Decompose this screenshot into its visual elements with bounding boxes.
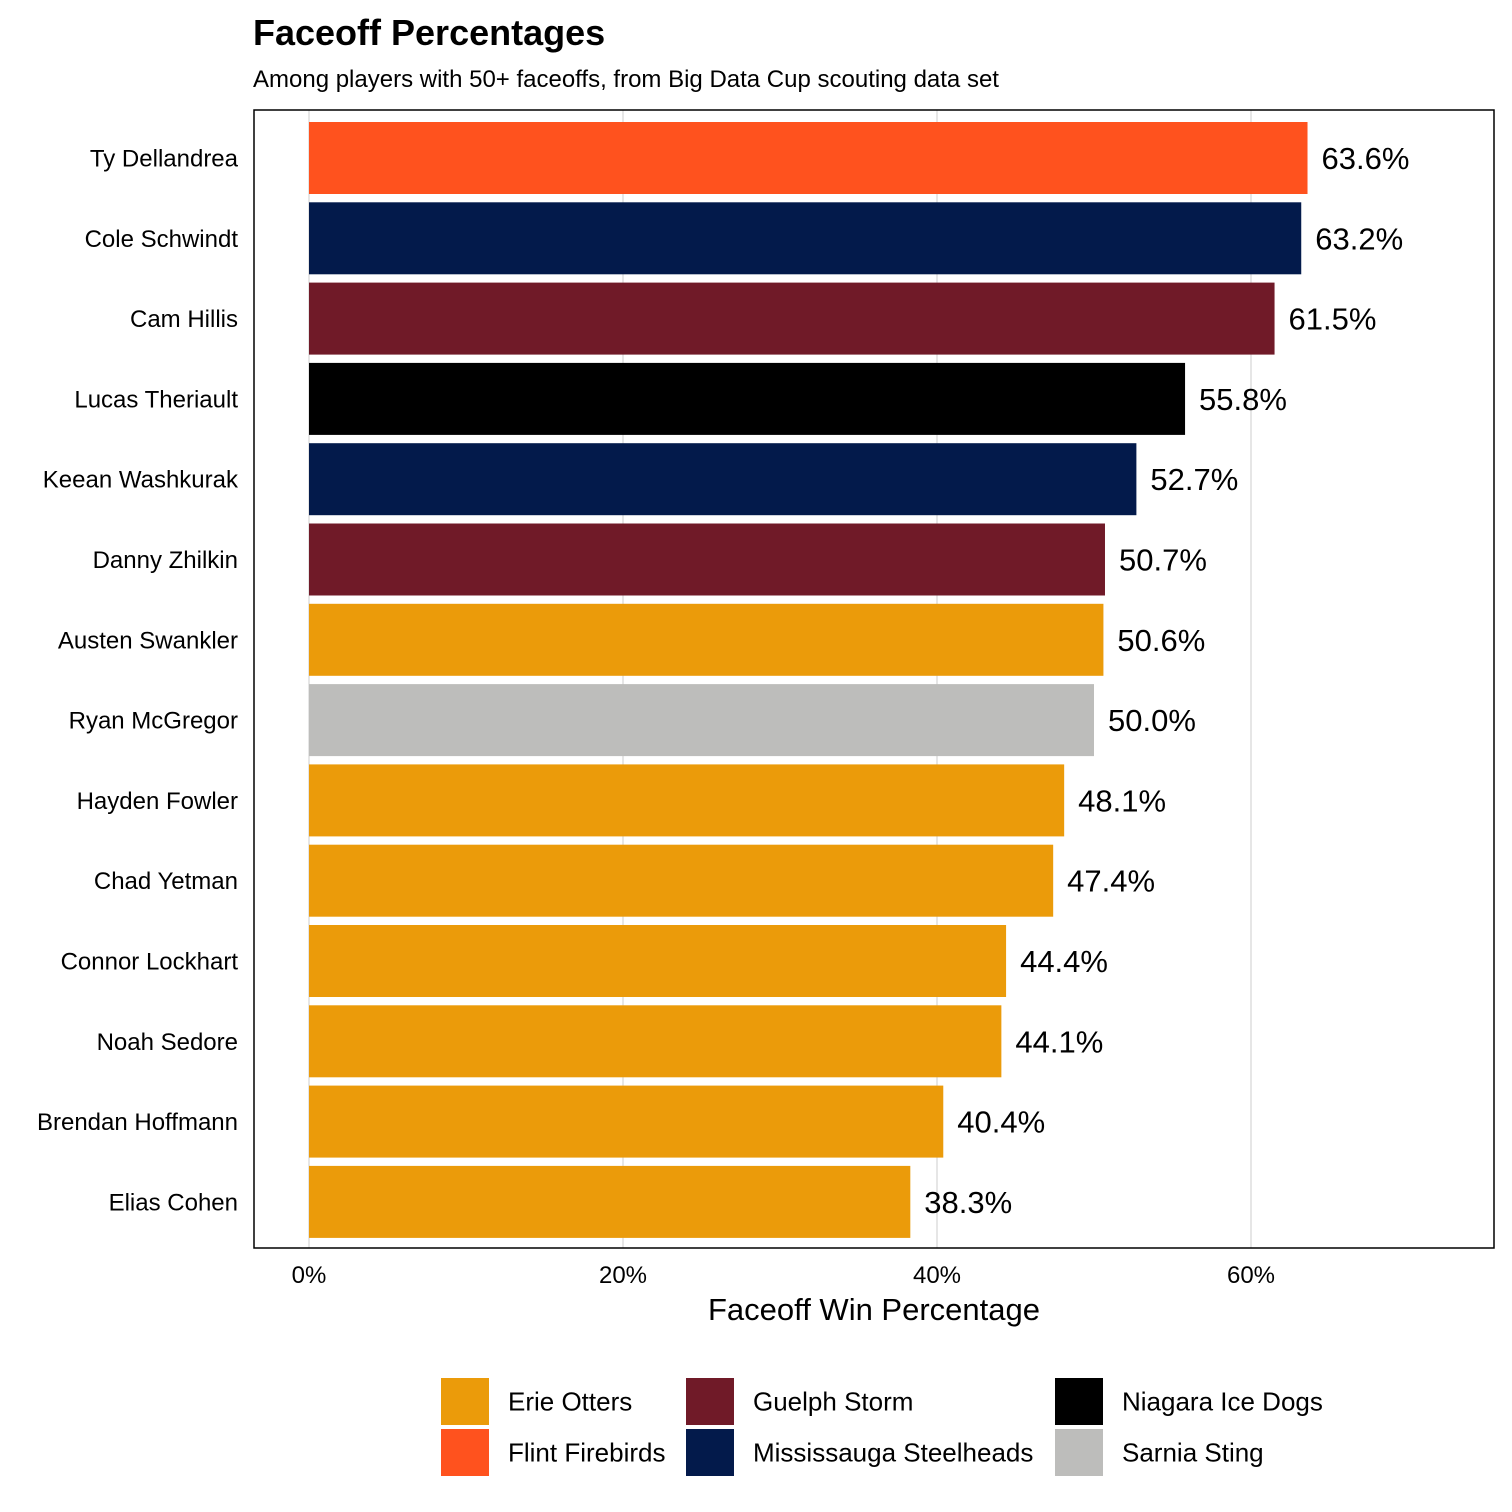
bar-danny-zhilkin: [309, 523, 1105, 596]
legend-swatch-guelph-storm: [686, 1378, 734, 1425]
legend-swatch-mississauga-steelheads: [686, 1429, 734, 1476]
category-label-austen-swankler: Austen Swankler: [58, 627, 238, 654]
bar-cole-schwindt: [309, 202, 1302, 275]
value-label-connor-lockhart: 44.4%: [1020, 944, 1108, 979]
bar-chad-yetman: [309, 844, 1054, 917]
value-label-ty-dellandrea: 63.6%: [1322, 141, 1410, 176]
chart-title: Faceoff Percentages: [253, 12, 606, 53]
x-tick-label-0: 0%: [292, 1262, 327, 1289]
bar-keean-washkurak: [309, 443, 1137, 516]
x-axis-title: Faceoff Win Percentage: [708, 1292, 1040, 1327]
category-label-hayden-fowler: Hayden Fowler: [77, 788, 238, 815]
legend: Erie Otters Flint Firebirds Guelph Storm Mi…: [441, 1378, 1323, 1476]
value-label-danny-zhilkin: 50.7%: [1119, 543, 1207, 578]
value-label-lucas-theriault: 55.8%: [1199, 382, 1287, 417]
category-label-chad-yetman: Chad Yetman: [94, 868, 238, 895]
bar-brendan-hoffmann: [309, 1085, 944, 1158]
category-label-ryan-mcgregor: Ryan McGregor: [69, 708, 238, 735]
x-tick-label-3: 60%: [1227, 1262, 1275, 1289]
bars: [309, 122, 1308, 1238]
category-label-brendan-hoffmann: Brendan Hoffmann: [37, 1109, 238, 1136]
category-label-danny-zhilkin: Danny Zhilkin: [93, 547, 238, 574]
x-tick-label-2: 40%: [913, 1262, 961, 1289]
plot-frame: [253, 109, 1495, 1249]
legend-label-erie-otters: Erie Otters: [508, 1387, 632, 1417]
legend-label-niagara-ice-dogs: Niagara Ice Dogs: [1122, 1387, 1323, 1417]
category-label-cole-schwindt: Cole Schwindt: [85, 226, 239, 253]
bar-austen-swankler: [309, 603, 1104, 676]
value-label-cole-schwindt: 63.2%: [1315, 221, 1403, 256]
value-label-ryan-mcgregor: 50.0%: [1108, 703, 1196, 738]
category-label-noah-sedore: Noah Sedore: [97, 1029, 238, 1056]
x-tick-label-1: 20%: [599, 1262, 647, 1289]
legend-swatch-flint-firebirds: [441, 1429, 489, 1476]
bar-ryan-mcgregor: [309, 684, 1094, 757]
category-label-keean-washkurak: Keean Washkurak: [43, 467, 239, 494]
x-axis-ticks: 0% 20% 40% 60%: [292, 1262, 1275, 1289]
legend-swatch-sarnia-sting: [1055, 1429, 1103, 1476]
value-label-noah-sedore: 44.1%: [1015, 1024, 1103, 1059]
category-label-cam-hillis: Cam Hillis: [130, 306, 238, 333]
category-label-lucas-theriault: Lucas Theriault: [74, 386, 238, 413]
chart-subtitle: Among players with 50+ faceoffs, from Bi…: [253, 66, 999, 93]
bar-cam-hillis: [309, 282, 1275, 355]
value-label-hayden-fowler: 48.1%: [1078, 783, 1166, 818]
category-label-connor-lockhart: Connor Lockhart: [61, 949, 239, 976]
value-label-chad-yetman: 47.4%: [1067, 864, 1155, 899]
legend-label-guelph-storm: Guelph Storm: [753, 1387, 913, 1417]
category-label-elias-cohen: Elias Cohen: [109, 1189, 238, 1216]
legend-label-mississauga-steelheads: Mississauga Steelheads: [753, 1438, 1033, 1468]
legend-label-sarnia-sting: Sarnia Sting: [1122, 1438, 1264, 1468]
value-label-keean-washkurak: 52.7%: [1150, 462, 1238, 497]
value-label-brendan-hoffmann: 40.4%: [957, 1105, 1045, 1140]
value-label-austen-swankler: 50.6%: [1117, 623, 1205, 658]
category-labels: Ty Dellandrea Cole Schwindt Cam Hillis Luca…: [37, 146, 239, 1217]
bar-noah-sedore: [309, 1005, 1002, 1078]
value-labels: 63.6% 63.2% 61.5% 55.8% 52.7% 50.7% 50.6% 50.0%…: [924, 141, 1409, 1220]
category-label-ty-dellandrea: Ty Dellandrea: [90, 146, 239, 173]
bar-ty-dellandrea: [309, 122, 1308, 194]
legend-swatch-erie-otters: [441, 1378, 489, 1425]
bar-elias-cohen: [309, 1165, 911, 1238]
legend-swatch-niagara-ice-dogs: [1055, 1378, 1103, 1425]
bar-hayden-fowler: [309, 764, 1065, 837]
bar-connor-lockhart: [309, 925, 1007, 997]
value-label-cam-hillis: 61.5%: [1289, 302, 1377, 337]
bar-lucas-theriault: [309, 362, 1186, 435]
legend-label-flint-firebirds: Flint Firebirds: [508, 1438, 665, 1468]
value-label-elias-cohen: 38.3%: [924, 1185, 1012, 1220]
